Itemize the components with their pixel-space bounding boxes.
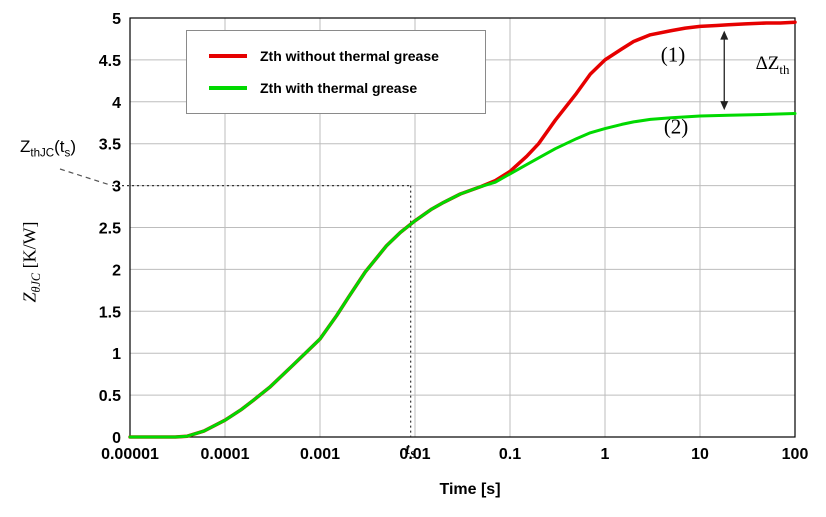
y-axis-title-units: [K/W] — [19, 221, 40, 273]
y-tick-label: 4 — [112, 95, 121, 112]
y-tick-label: 3 — [112, 179, 121, 196]
x-tick-label: 0.01 — [399, 446, 430, 463]
x-tick-label: 1 — [601, 446, 610, 463]
x-tick-label: 0.1 — [499, 446, 521, 463]
callout-z: Z — [20, 137, 31, 156]
chart-legend: Zth without thermal grease Zth with ther… — [186, 30, 486, 114]
ts-subscript: S — [409, 449, 416, 462]
y-tick-label: 5 — [112, 11, 121, 28]
delta-zth-label: ΔZth — [755, 53, 790, 77]
legend-label-with-grease: Zth with thermal grease — [260, 80, 418, 97]
y-axis-title-subscript: θJC — [29, 272, 44, 293]
ts-symbol: t — [405, 441, 410, 458]
y-tick-label: 4.5 — [99, 53, 121, 70]
x-tick-label: 0.00001 — [101, 446, 159, 463]
callout-close: ) — [70, 137, 76, 156]
ts-tick-label: tS — [405, 441, 416, 462]
y-axis-title: ZθJC [K/W] — [19, 221, 44, 303]
callout-pointer-line — [59, 168, 111, 186]
red-line-swatch — [209, 53, 247, 58]
x-tick-label: 100 — [782, 446, 809, 463]
x-axis-title: Time [s] — [439, 481, 501, 498]
curve-with-grease — [128, 112, 797, 439]
y-tick-label: 2.5 — [99, 221, 121, 238]
x-tick-label: 0.0001 — [201, 446, 250, 463]
callout-sub2: s — [64, 147, 71, 160]
legend-item-without-grease: Zth without thermal grease — [209, 48, 485, 64]
callout-sub1: thJC — [30, 147, 55, 160]
delta-zth-text: ΔZ — [755, 53, 780, 75]
y-tick-label: 2 — [112, 262, 121, 279]
y-tick-label: 1.5 — [99, 304, 121, 321]
y-tick-label: 3.5 — [99, 137, 121, 154]
x-tick-label: 10 — [691, 446, 709, 463]
x-tick-label: 0.001 — [300, 446, 340, 463]
y-tick-label: 0.5 — [99, 388, 121, 405]
delta-zth-subscript: th — [779, 61, 790, 77]
delta-arrow-head-top — [720, 30, 729, 40]
curve-annotation-2: (2) — [663, 114, 689, 139]
callout-open: (t — [54, 137, 65, 156]
legend-item-with-grease: Zth with thermal grease — [209, 80, 485, 96]
y-tick-label: 1 — [112, 346, 121, 363]
green-line-swatch — [209, 86, 247, 91]
legend-label-without-grease: Zth without thermal grease — [260, 47, 439, 64]
delta-arrow-head-bottom — [720, 101, 729, 111]
curve-annotation-1: (1) — [660, 42, 686, 67]
y-axis-title-symbol: Z — [19, 292, 40, 303]
plot-border — [129, 17, 796, 438]
y-tick-label: 0 — [112, 430, 121, 447]
zthjc-callout-label: ZthJC(ts) — [20, 137, 76, 160]
